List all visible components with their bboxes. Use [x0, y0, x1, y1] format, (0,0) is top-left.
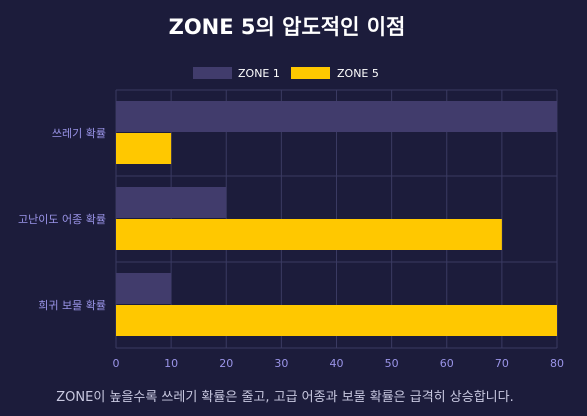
- legend-swatch-2: [291, 67, 330, 79]
- y-axis-label: 고난이도 어종 확률: [18, 213, 106, 226]
- x-axis-tick-label: 10: [164, 357, 178, 370]
- bar-zone5-2: [116, 219, 502, 250]
- y-axis-label: 쓰레기 확률: [52, 127, 106, 140]
- legend-label-1: ZONE 1: [238, 67, 280, 80]
- x-axis-tick-label: 30: [274, 357, 288, 370]
- bar-zone1-3: [116, 273, 172, 304]
- x-axis-tick-label: 70: [495, 357, 509, 370]
- chart-x-axis-ticks: 0 10 20 30 40 50 60 70 80: [113, 357, 565, 370]
- chart-caption: ZONE이 높을수록 쓰레기 확률은 줄고, 고급 어종과 보물 확률은 급격히…: [56, 390, 513, 405]
- chart-bars: [116, 101, 557, 336]
- bar-zone1-2: [116, 187, 227, 218]
- y-axis-label: 희귀 보물 확률: [38, 299, 106, 312]
- x-axis-tick-label: 60: [440, 357, 454, 370]
- x-axis-tick-label: 50: [385, 357, 399, 370]
- x-axis-tick-label: 40: [330, 357, 344, 370]
- chart-title: ZONE 5의 압도적인 이점: [169, 15, 406, 39]
- x-axis-tick-label: 0: [113, 357, 120, 370]
- bar-zone1-1: [116, 101, 557, 132]
- legend-label-2: ZONE 5: [337, 67, 379, 80]
- x-axis-tick-label: 80: [550, 357, 564, 370]
- bar-zone5-3: [116, 305, 557, 336]
- chart-legend: ZONE 1 ZONE 5: [193, 67, 379, 80]
- legend-swatch-1: [193, 67, 232, 79]
- x-axis-tick-label: 20: [219, 357, 233, 370]
- bar-zone5-1: [116, 133, 172, 164]
